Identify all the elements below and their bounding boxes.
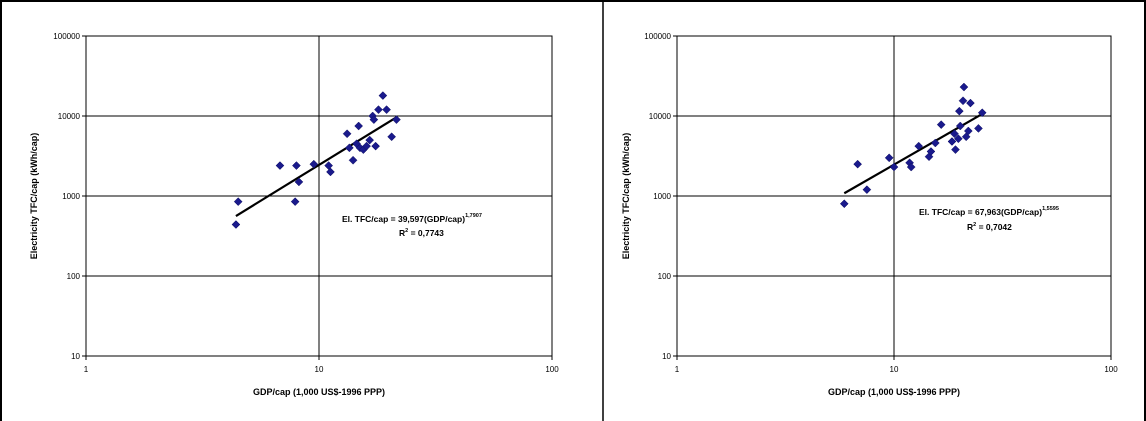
y-tick-label: 100 (658, 272, 672, 281)
grid-lines (677, 36, 1111, 356)
x-tick-label: 10 (315, 365, 324, 374)
axis-ticks: 1 10 100 10 100 1000 10000 100000 (53, 32, 559, 374)
y-tick-label: 1000 (653, 192, 671, 201)
x-tick-label: 1 (675, 365, 680, 374)
data-point (974, 124, 983, 133)
data-point (958, 96, 968, 106)
data-point (955, 121, 965, 131)
data-point (326, 167, 335, 177)
y-tick-label: 10000 (58, 112, 81, 121)
y-axis-title: Electricity TFC/cap (kWh/cap) (29, 133, 39, 260)
y-tick-label: 1000 (62, 192, 80, 201)
data-point (374, 105, 383, 115)
r2-main: R (399, 228, 405, 238)
data-point (231, 220, 241, 229)
y-tick-label: 100000 (53, 32, 80, 41)
data-point (853, 159, 863, 169)
data-point (951, 145, 960, 154)
x-tick-label: 10 (890, 365, 899, 374)
data-point (342, 129, 352, 139)
r2-main: R (967, 222, 973, 232)
y-axis-title: Electricity TFC/cap (kWh/cap) (621, 133, 631, 260)
data-point (914, 141, 924, 151)
x-tick-label: 1 (84, 365, 89, 374)
equation-main: El. TFC/cap = 67,963(GDP/cap) (919, 207, 1042, 217)
x-axis-title: GDP/cap (1,000 US$-1996 PPP) (828, 387, 960, 397)
data-point (954, 106, 964, 116)
data-point (977, 108, 987, 118)
data-point (950, 129, 959, 139)
r2-superscript: 2 (973, 222, 976, 228)
data-point (382, 105, 391, 115)
x-tick-label: 100 (545, 365, 559, 374)
data-point (362, 141, 371, 151)
r2-superscript: 2 (405, 228, 408, 234)
data-point (345, 143, 354, 153)
data-point (369, 115, 379, 125)
r-squared-label: R2 = 0,7743 (399, 228, 444, 238)
equation-exponent: 1,7907 (465, 213, 482, 219)
trendline-equation: El. TFC/cap = 67,963(GDP/cap)1,5595 (919, 206, 1059, 217)
data-point (924, 152, 934, 162)
data-point (936, 120, 946, 129)
data-points (839, 82, 987, 209)
data-point (365, 135, 375, 145)
data-point (348, 155, 358, 165)
r-squared-label: R2 = 0,7042 (967, 222, 1012, 232)
data-point (889, 162, 899, 172)
y-tick-label: 100000 (644, 32, 671, 41)
data-point (884, 153, 894, 163)
data-point (378, 91, 388, 100)
data-point (963, 126, 973, 136)
data-point (275, 161, 285, 170)
data-point (966, 98, 975, 108)
x-axis-title: GDP/cap (1,000 US$-1996 PPP) (253, 387, 385, 397)
x-tick-label: 100 (1104, 365, 1118, 374)
data-point (371, 141, 380, 151)
data-point (309, 159, 319, 169)
data-point (839, 199, 849, 209)
y-tick-label: 10 (662, 352, 671, 361)
data-point (947, 137, 957, 146)
data-point (292, 161, 301, 170)
data-point (862, 185, 872, 195)
chart-panel-right: 1 10 100 10 100 1000 10000 100000 Electricity T… (621, 32, 1118, 397)
data-point (294, 177, 304, 187)
trendline (235, 116, 398, 217)
data-point (926, 147, 936, 156)
data-point (290, 197, 300, 206)
axis-ticks: 1 10 100 10 100 1000 10000 100000 (644, 32, 1118, 374)
trendline-group (235, 116, 398, 217)
data-point (906, 162, 916, 172)
y-tick-label: 100 (67, 272, 81, 281)
data-point (233, 197, 243, 206)
chart-panel-left: 1 10 100 10 100 1000 10000 100000 Electricity T… (29, 32, 559, 397)
grid-lines (86, 36, 552, 356)
data-point (959, 82, 969, 92)
r2-value: = 0,7042 (976, 222, 1012, 232)
data-point (387, 132, 396, 142)
data-point (954, 134, 963, 144)
r2-value: = 0,7743 (408, 228, 444, 238)
data-point (354, 121, 364, 131)
data-points (231, 91, 401, 229)
data-point (930, 138, 940, 148)
equation-exponent: 1,5595 (1042, 206, 1059, 212)
y-tick-label: 10000 (649, 112, 672, 121)
y-tick-label: 10 (71, 352, 80, 361)
trendline-equation: El. TFC/cap = 39,597(GDP/cap)1,7907 (342, 213, 482, 224)
equation-main: El. TFC/cap = 39,597(GDP/cap) (342, 214, 465, 224)
data-point (392, 115, 401, 125)
